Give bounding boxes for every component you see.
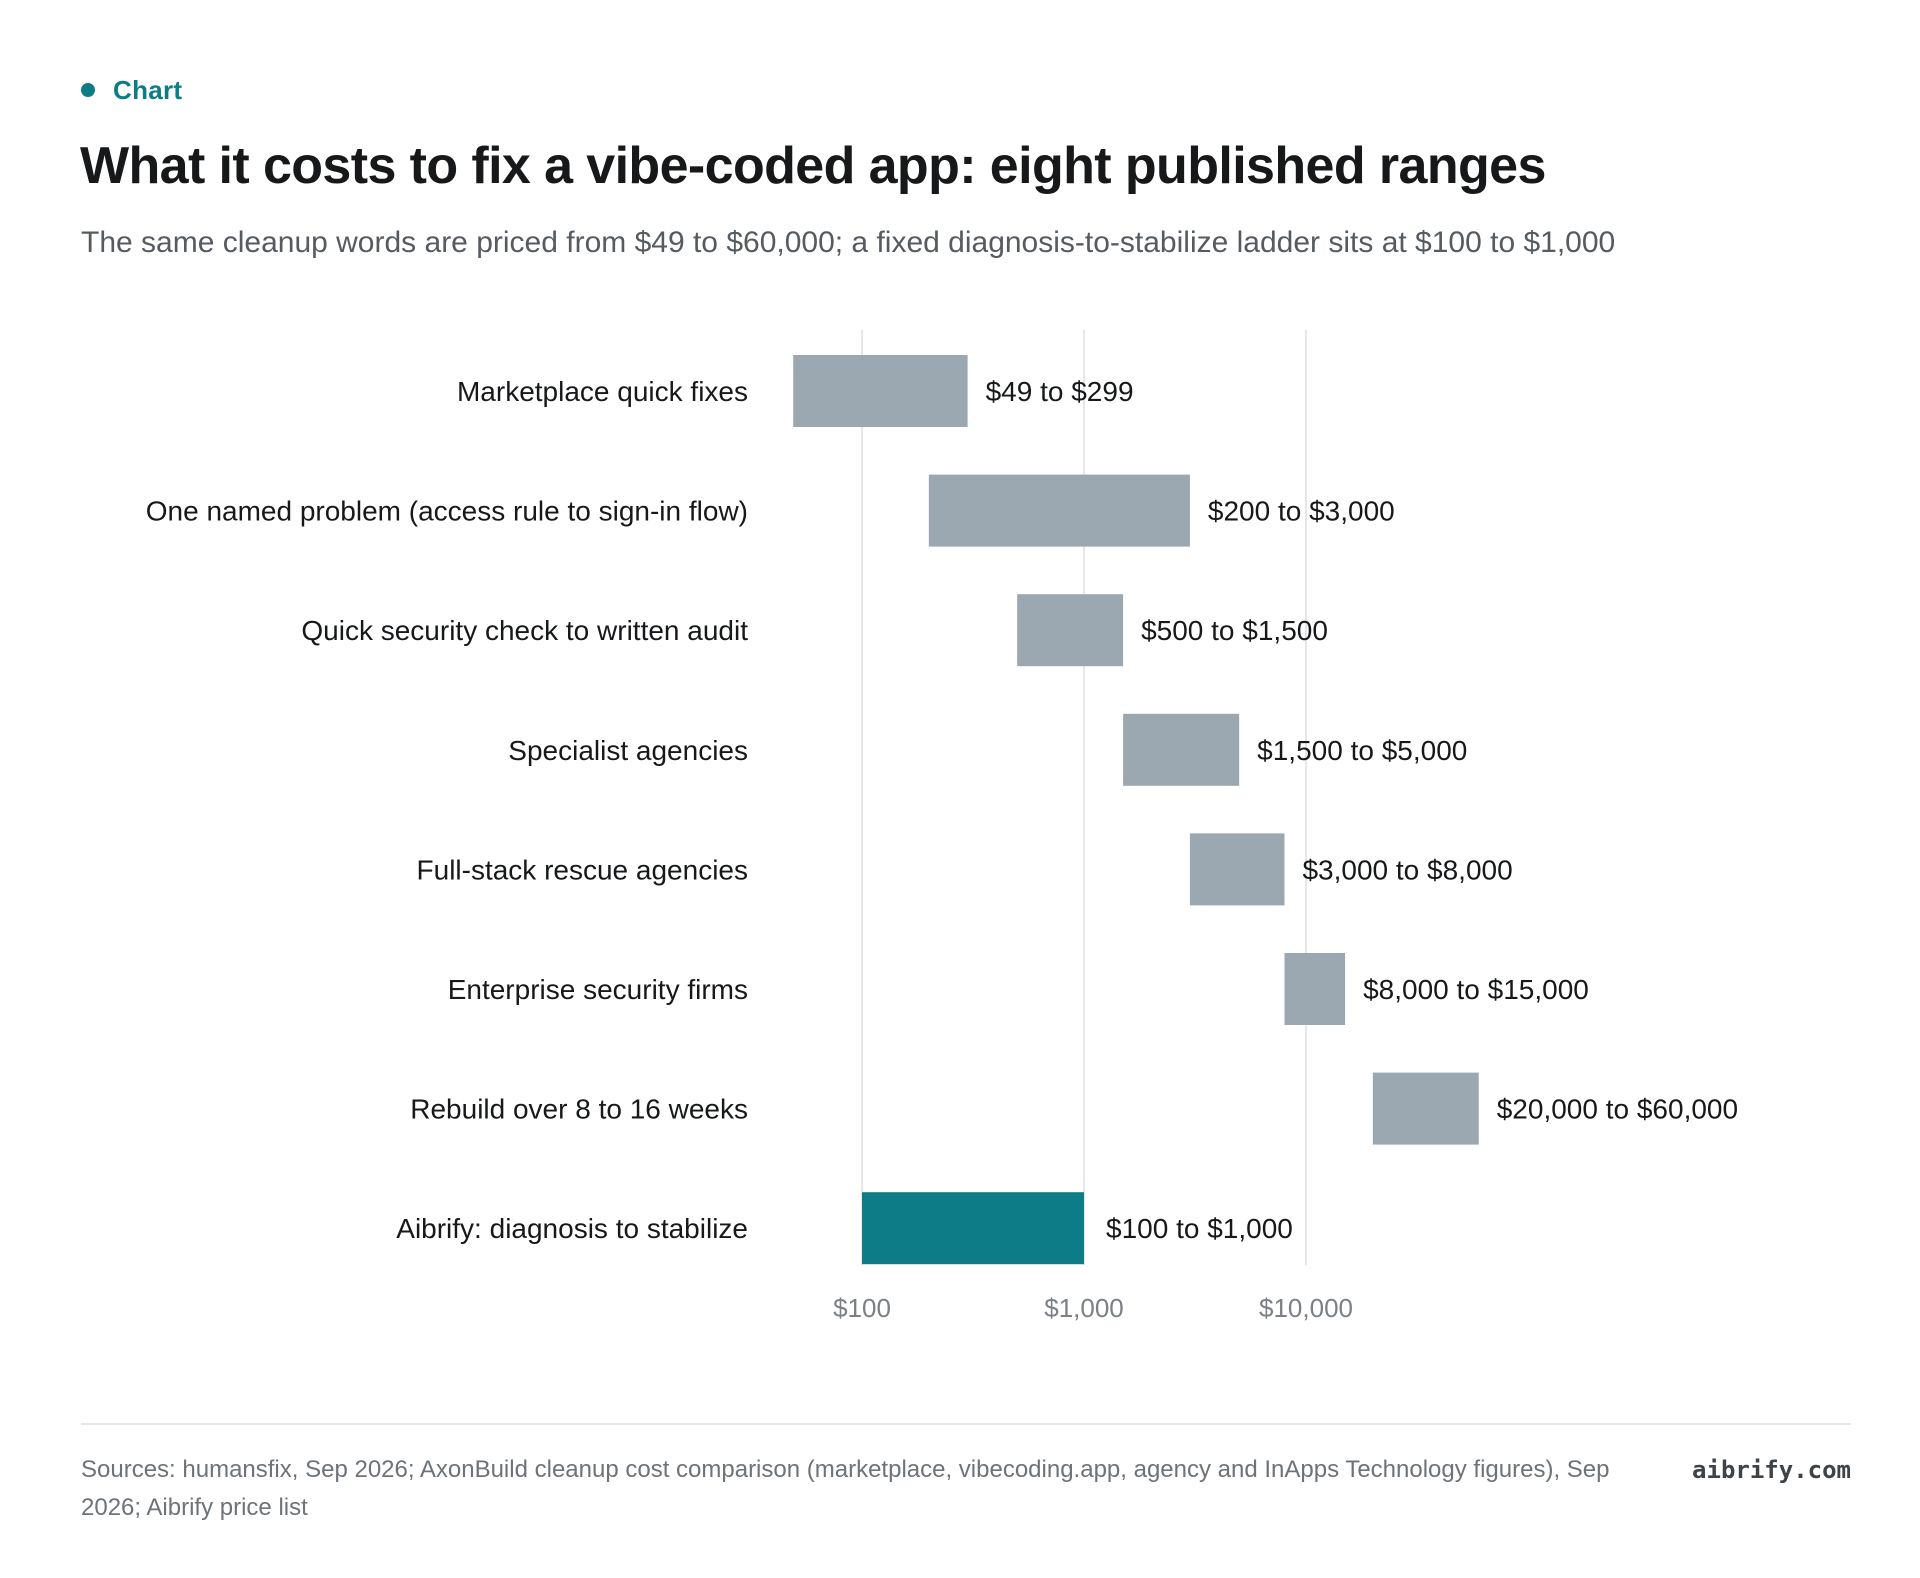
row-labels: Marketplace quick fixes One named problem… (146, 376, 748, 1244)
range-bar-chart: Marketplace quick fixes One named problem… (146, 330, 1738, 1323)
value-label: $3,000 to $8,000 (1302, 854, 1512, 885)
value-label: $20,000 to $60,000 (1497, 1094, 1738, 1125)
chart-kicker: Chart (81, 74, 182, 106)
x-tick-label: $10,000 (1259, 1293, 1353, 1323)
row-label: Enterprise security firms (448, 974, 748, 1005)
row-label: Full-stack rescue agencies (417, 854, 748, 885)
row-label: Aibrify: diagnosis to stabilize (396, 1213, 748, 1244)
range-bar (1372, 1072, 1479, 1145)
value-label: $100 to $1,000 (1106, 1213, 1293, 1244)
chart-subtitle: The same cleanup words are priced from $… (81, 226, 1616, 259)
grid-lines (861, 330, 1307, 1265)
x-axis-ticks: $100 $1,000 $10,000 (833, 1293, 1353, 1323)
range-bar (1189, 833, 1285, 906)
range-bar (1284, 953, 1346, 1025)
range-bar (1123, 713, 1240, 786)
value-label: $1,500 to $5,000 (1257, 735, 1467, 766)
range-bar (928, 474, 1190, 547)
range-bar (793, 355, 968, 427)
x-tick-label: $100 (833, 1293, 891, 1323)
sources-note: Sources: humansfix, Sep 2026; AxonBuild … (81, 1456, 1610, 1521)
x-tick-label: $1,000 (1044, 1293, 1124, 1323)
row-label: Marketplace quick fixes (457, 376, 748, 407)
value-label: $200 to $3,000 (1208, 496, 1395, 527)
value-labels: $49 to $299 $200 to $3,000 $500 to $1,500 $… (986, 376, 1738, 1244)
brand-wordmark: aibrify.com (1692, 1456, 1851, 1484)
row-label: Rebuild over 8 to 16 weeks (410, 1094, 748, 1125)
row-label: Specialist agencies (508, 735, 748, 766)
range-bar-highlight (862, 1192, 1084, 1265)
value-label: $8,000 to $15,000 (1363, 974, 1589, 1005)
row-label: Quick security check to written audit (301, 615, 748, 646)
chart-title: What it costs to fix a vibe-coded app: e… (80, 137, 1546, 195)
kicker-dot-icon (81, 83, 95, 97)
value-label: $49 to $299 (986, 376, 1134, 407)
range-bars (793, 355, 1479, 1265)
row-label: One named problem (access rule to sign-i… (146, 496, 748, 527)
footer-divider (81, 1423, 1851, 1425)
kicker-label: Chart (113, 74, 183, 105)
value-label: $500 to $1,500 (1141, 615, 1328, 646)
range-bar (1017, 594, 1124, 667)
